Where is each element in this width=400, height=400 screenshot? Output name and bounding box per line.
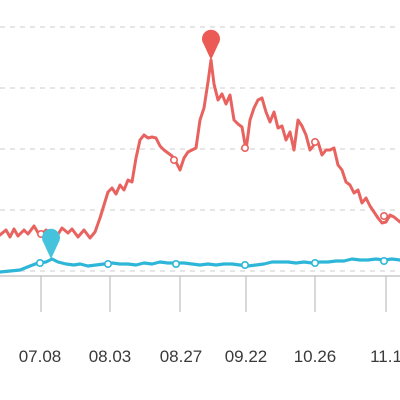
x-tick-labels: 07.08 08.03 08.27 09.22 10.26 11.1 bbox=[19, 347, 400, 366]
blue-series-line bbox=[0, 257, 400, 274]
data-point bbox=[172, 259, 181, 268]
data-point bbox=[310, 138, 319, 147]
grid-lines bbox=[0, 26, 400, 272]
x-tick-label: 08.03 bbox=[89, 347, 132, 366]
x-tick-label: 08.27 bbox=[160, 347, 203, 366]
data-point bbox=[241, 260, 250, 269]
x-tick-label: 09.22 bbox=[225, 347, 268, 366]
peak-markers bbox=[42, 29, 220, 259]
x-tick-label: 07.08 bbox=[19, 347, 62, 366]
data-point bbox=[241, 144, 250, 153]
x-axis bbox=[0, 275, 400, 312]
series-points bbox=[35, 138, 388, 269]
data-point bbox=[310, 258, 319, 267]
data-point bbox=[35, 258, 44, 267]
x-tick-label: 11.1 bbox=[370, 347, 400, 366]
data-point bbox=[104, 259, 113, 268]
data-point bbox=[379, 256, 388, 265]
peak-marker-blue bbox=[42, 228, 60, 259]
data-point bbox=[379, 212, 388, 221]
data-point bbox=[170, 156, 179, 165]
x-tick-label: 10.26 bbox=[294, 347, 337, 366]
series-lines bbox=[0, 58, 400, 274]
peak-marker-red bbox=[202, 29, 220, 60]
